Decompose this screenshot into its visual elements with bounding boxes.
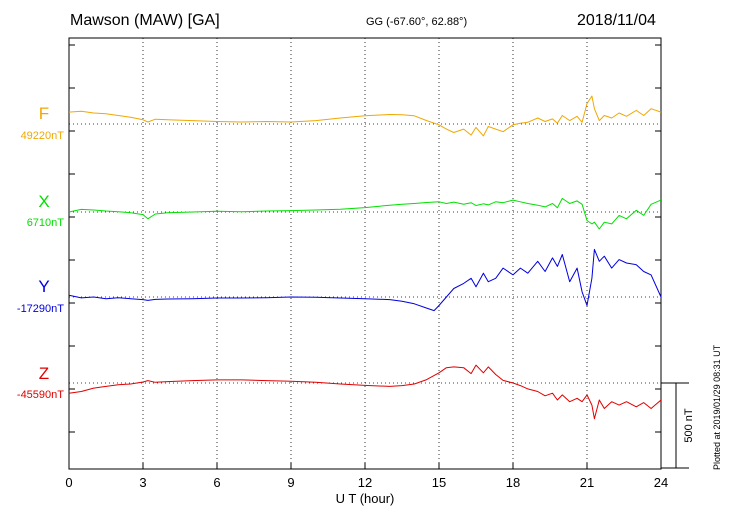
- series-baseline-y: -17290nT: [17, 303, 64, 315]
- series-baseline-z: -45590nT: [17, 389, 64, 401]
- series-baseline-f: 49220nT: [21, 130, 65, 142]
- series-name-z: Z: [39, 364, 49, 383]
- series-line-x: [68, 197, 662, 230]
- x-tick-label: 21: [580, 475, 594, 490]
- x-tick-label: 24: [654, 475, 668, 490]
- series-name-f: F: [39, 104, 49, 123]
- scale-bar-label: 500 nT: [683, 408, 695, 443]
- series-line-z: [68, 364, 662, 420]
- x-tick-label: 18: [506, 475, 520, 490]
- x-axis-label: U T (hour): [336, 491, 395, 506]
- series-name-x: X: [38, 192, 49, 211]
- x-tick-label: 6: [213, 475, 220, 490]
- geographic-coordinates: GG (-67.60°, 62.88°): [366, 16, 468, 28]
- series-line-f: [68, 95, 662, 137]
- x-tick-label: 3: [139, 475, 146, 490]
- series-name-y: Y: [38, 277, 49, 296]
- x-tick-label: 0: [65, 475, 72, 490]
- series-baseline-x: 6710nT: [27, 217, 65, 229]
- date-label: 2018/11/04: [577, 12, 656, 29]
- series-line-y: [68, 248, 662, 312]
- station-title: Mawson (MAW) [GA]: [70, 12, 220, 29]
- x-tick-label: 9: [287, 475, 294, 490]
- x-tick-label: 12: [358, 475, 372, 490]
- x-tick-label: 15: [432, 475, 446, 490]
